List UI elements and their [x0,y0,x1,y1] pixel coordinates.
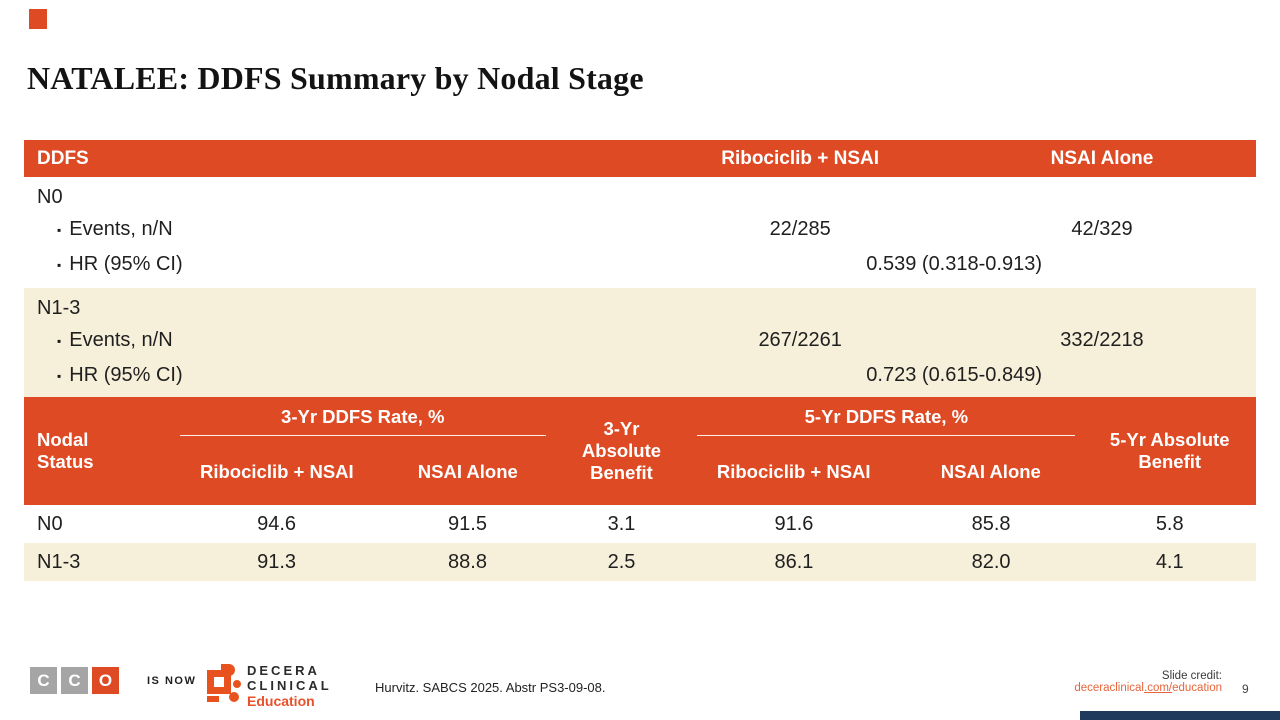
decera-line2: CLINICAL [247,678,332,693]
is-now-label: IS NOW [147,675,197,687]
ddfs-header-ribociclib: Ribociclib + NSAI [721,147,880,169]
group-5yr-title: 5-Yr DDFS Rate, % [804,406,969,427]
events-label: Events, n/N [69,329,173,351]
table-row: ▪ Events, n/N 22/285 42/329 [24,212,1256,247]
header-5yr-nsai-alone: NSAI Alone [940,460,1041,482]
table-row: ▪ Events, n/N 267/2261 332/2218 [24,323,1256,358]
bullet-icon: ▪ [57,368,62,383]
header-5yr-benefit: 5-Yr Absolute Benefit [1109,429,1230,472]
cco-letter-c1: C [30,667,57,694]
cell-5yr-nsai: 82.0 [971,550,1011,573]
decera-line1: DECERA [247,663,320,678]
bullet-icon: ▪ [57,257,62,272]
citation-text: Hurvitz. SABCS 2025. Abstr PS3-09-08. [375,680,606,695]
footer: C C O IS NOW DECERA CLINICAL Education H… [0,660,1280,720]
page-number: 9 [1242,682,1249,696]
group-label-n0: N0 [37,186,63,208]
row-label: N0 [37,512,63,535]
decera-logo-icon [207,664,241,702]
cell-3yr-benefit: 3.1 [607,512,636,535]
ddfs-rate-table: Nodal Status 3-Yr DDFS Rate, % Ribocicli… [24,397,1256,581]
cco-letter-c2: C [61,667,88,694]
header-5yr-ribociclib: Ribociclib + NSAI [716,460,871,482]
slide-credit-link[interactable]: deceraclinical.com/education [1074,682,1222,694]
hr-value: 0.539 (0.318-0.913) [866,253,1042,275]
hr-label: HR (95% CI) [69,364,183,386]
header-3yr-ribociclib: Ribociclib + NSAI [200,460,354,482]
cell-5yr-benefit: 4.1 [1155,550,1184,573]
row-label: N1-3 [37,550,81,573]
page-title: NATALEE: DDFS Summary by Nodal Stage [27,60,644,96]
cco-letter-o: O [92,667,119,694]
slide-credit-label: Slide credit: [1161,670,1222,682]
ddfs-header-label: DDFS [37,147,89,169]
nodal-status-header: Nodal Status [37,429,94,472]
header-3yr-benefit: 3-Yr Absolute Benefit [581,418,662,483]
rate-table-header: Nodal Status 3-Yr DDFS Rate, % Ribocicli… [24,397,1256,505]
slide-credit: Slide credit: deceraclinical.com/educati… [1074,670,1222,694]
bullet-icon: ▪ [57,333,62,348]
cell-3yr-ribo: 94.6 [257,512,297,535]
events-value-ribociclib: 22/285 [769,218,831,240]
ddfs-summary-table: DDFS Ribociclib + NSAI NSAI Alone N0 ▪ E… [24,140,1256,399]
cco-logo: C C O [30,667,119,694]
events-label: Events, n/N [69,218,173,240]
cell-3yr-ribo: 91.3 [257,550,297,573]
cell-3yr-nsai: 88.8 [448,550,487,573]
group-label-n1-3: N1-3 [37,297,81,319]
hr-value: 0.723 (0.615-0.849) [866,364,1042,386]
group-5yr-rule [697,435,1076,436]
cell-3yr-benefit: 2.5 [607,550,636,573]
table-row: ▪ HR (95% CI) 0.723 (0.615-0.849) [24,358,1256,393]
decera-logo-text: DECERA CLINICAL Education [247,663,332,709]
events-value-ribociclib: 267/2261 [758,329,842,351]
cell-5yr-ribo: 91.6 [774,512,814,535]
cell-3yr-nsai: 91.5 [448,512,487,535]
header-3yr-nsai-alone: NSAI Alone [417,460,518,482]
ddfs-group-n1-3: N1-3 ▪ Events, n/N 267/2261 332/2218 ▪ H… [24,288,1256,399]
table-row: ▪ HR (95% CI) 0.539 (0.318-0.913) [24,247,1256,282]
bottom-accent-bar [1080,711,1280,720]
table-row-n1-3: N1-3 91.3 88.8 2.5 86.1 82.0 4.1 [24,543,1256,581]
group-3yr-rate: 3-Yr DDFS Rate, % Ribociclib + NSAI NSAI… [172,397,554,505]
bullet-icon: ▪ [57,222,62,237]
events-value-nsai: 42/329 [1071,218,1133,240]
group-3yr-rule [179,435,546,436]
corner-accent-square [29,9,47,29]
cell-5yr-benefit: 5.8 [1155,512,1184,535]
decera-line3: Education [247,693,315,709]
events-value-nsai: 332/2218 [1060,329,1144,351]
hr-label: HR (95% CI) [69,253,183,275]
cell-5yr-ribo: 86.1 [774,550,814,573]
table-row-n0: N0 94.6 91.5 3.1 91.6 85.8 5.8 [24,505,1256,543]
group-5yr-rate: 5-Yr DDFS Rate, % Ribociclib + NSAI NSAI… [689,397,1083,505]
ddfs-header-nsai-alone: NSAI Alone [1050,147,1154,169]
group-3yr-title: 3-Yr DDFS Rate, % [281,406,445,427]
ddfs-table-header: DDFS Ribociclib + NSAI NSAI Alone [24,140,1256,177]
ddfs-group-n0: N0 ▪ Events, n/N 22/285 42/329 ▪ HR (95%… [24,177,1256,288]
cell-5yr-nsai: 85.8 [971,512,1011,535]
